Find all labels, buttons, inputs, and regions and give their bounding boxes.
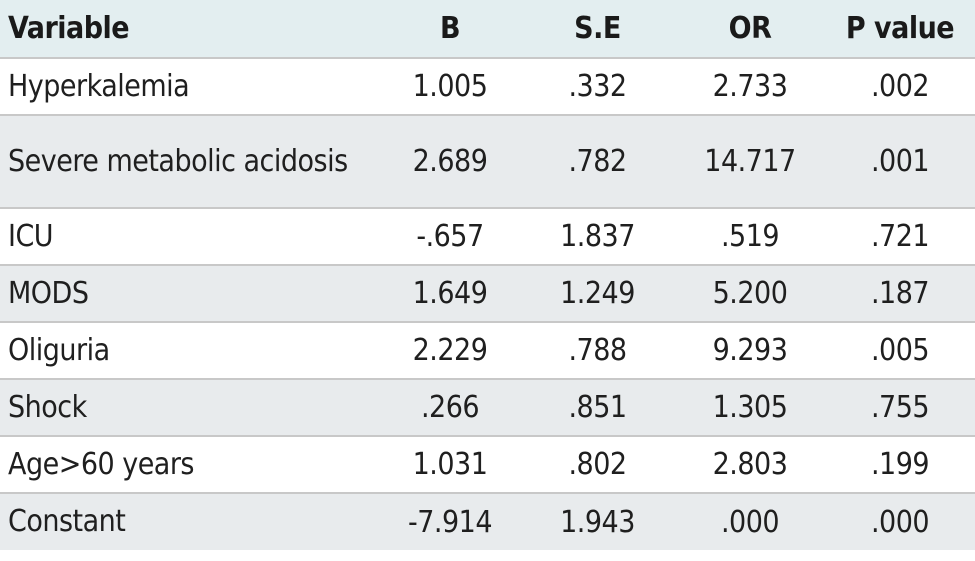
- cell-p-value: .001: [825, 115, 975, 209]
- table-row: Shock .266 .851 1.305 .755: [0, 379, 975, 437]
- cell-p-value: .755: [825, 379, 975, 437]
- cell-se: .332: [520, 58, 675, 116]
- cell-variable: Hyperkalemia: [0, 58, 380, 116]
- cell-b: 1.031: [380, 436, 520, 494]
- header-row: Variable B S.E OR P value: [0, 0, 975, 59]
- table-row: Oliguria 2.229 .788 9.293 .005: [0, 322, 975, 380]
- header-p-value: P value: [825, 0, 975, 59]
- cell-variable: Constant: [8, 504, 126, 539]
- cell-se: 1.249: [520, 265, 675, 323]
- cell-se: 1.837: [520, 208, 675, 266]
- cell-or: 5.200: [675, 265, 825, 323]
- table-header: Variable B S.E OR P value: [0, 0, 975, 59]
- cell-se: .782: [520, 115, 675, 209]
- cell-se: .788: [520, 322, 675, 380]
- header-or: OR: [675, 0, 825, 59]
- cell-se: 1.943: [560, 504, 635, 540]
- cell-b: .266: [380, 379, 520, 437]
- cell-se: .802: [520, 436, 675, 494]
- cell-p-value: .000: [870, 504, 930, 540]
- cell-se: .851: [520, 379, 675, 437]
- cell-b: -7.914: [408, 504, 492, 540]
- cell-b: 2.229: [380, 322, 520, 380]
- cell-variable: Severe metabolic acidosis: [0, 115, 380, 209]
- header-variable: Variable: [0, 0, 380, 59]
- table-row: Hyperkalemia 1.005 .332 2.733 .002: [0, 58, 975, 116]
- cell-p-value: .721: [825, 208, 975, 266]
- cell-variable: Oliguria: [0, 322, 380, 380]
- table-row: Age>60 years 1.031 .802 2.803 .199: [0, 436, 975, 494]
- cell-b: 1.649: [380, 265, 520, 323]
- cell-or: .519: [675, 208, 825, 266]
- cell-p-value: .199: [825, 436, 975, 494]
- cell-or: 9.293: [675, 322, 825, 380]
- cell-p-value: .187: [825, 265, 975, 323]
- table-body: Hyperkalemia 1.005 .332 2.733 .002 Sever…: [0, 58, 975, 550]
- cell-b: 1.005: [380, 58, 520, 116]
- cell-variable: Shock: [0, 379, 380, 437]
- table-row: Severe metabolic acidosis 2.689 .782 14.…: [0, 115, 975, 209]
- cell-variable: MODS: [0, 265, 380, 323]
- cell-or: 2.803: [675, 436, 825, 494]
- cell-b: -.657: [380, 208, 520, 266]
- cell-variable: ICU: [0, 208, 380, 266]
- cell-p-value: .005: [825, 322, 975, 380]
- cell-or: 1.305: [675, 379, 825, 437]
- table-row: Constant -7.914 1.943 .000 .000: [0, 493, 975, 550]
- cell-p-value: .002: [825, 58, 975, 116]
- header-b: B: [380, 0, 520, 59]
- cell-or: 2.733: [675, 58, 825, 116]
- cell-b: 2.689: [380, 115, 520, 209]
- cell-variable: Age>60 years: [0, 436, 380, 494]
- cell-or: .000: [720, 504, 780, 540]
- header-se: S.E: [520, 0, 675, 59]
- table-row: MODS 1.649 1.249 5.200 .187: [0, 265, 975, 323]
- cell-or: 14.717: [675, 115, 825, 209]
- table-row: ICU -.657 1.837 .519 .721: [0, 208, 975, 266]
